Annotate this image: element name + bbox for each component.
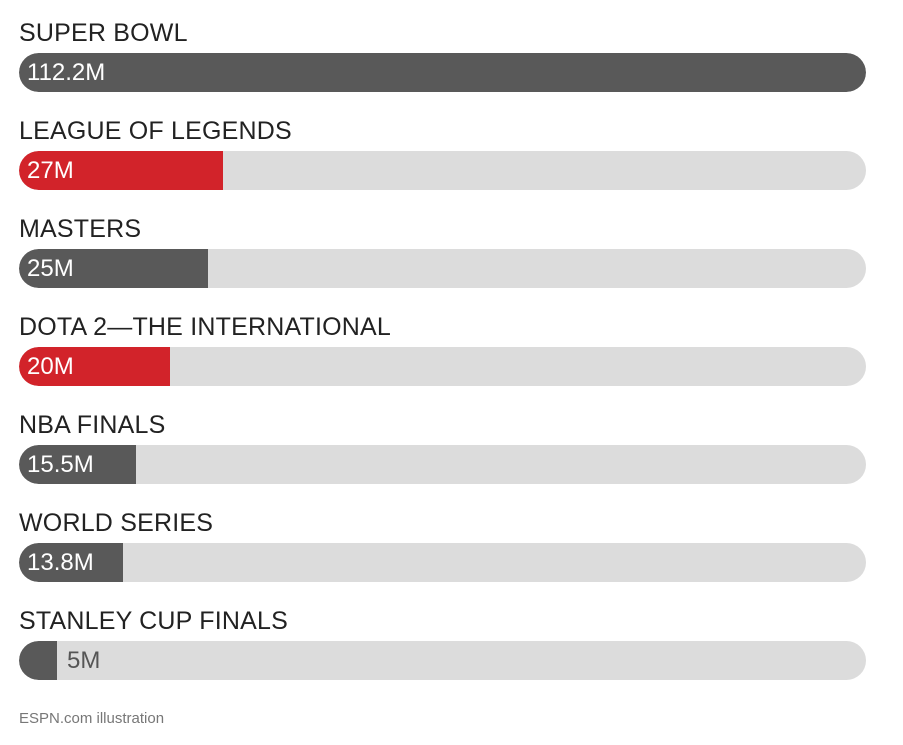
value-label: 20M xyxy=(27,353,74,380)
bar-row: STANLEY CUP FINALS 5M xyxy=(19,606,866,704)
bar-row: SUPER BOWL 112.2M xyxy=(19,18,866,116)
category-label: SUPER BOWL xyxy=(19,19,188,47)
value-label: 13.8M xyxy=(27,549,94,576)
value-label: 25M xyxy=(27,255,74,282)
bar-row: DOTA 2—THE INTERNATIONAL 20M xyxy=(19,312,866,410)
bar-track: 5M xyxy=(19,641,866,680)
bar-track: 25M xyxy=(19,249,866,288)
bar-track: 13.8M xyxy=(19,543,866,582)
category-label: WORLD SERIES xyxy=(19,509,214,537)
value-label: 27M xyxy=(27,157,74,184)
bar-fill xyxy=(19,249,208,288)
category-label: MASTERS xyxy=(19,215,142,243)
category-label: LEAGUE OF LEGENDS xyxy=(19,117,292,145)
bar-row: MASTERS 25M xyxy=(19,214,866,312)
bar-track: 27M xyxy=(19,151,866,190)
bar-track: 15.5M xyxy=(19,445,866,484)
credit-text: ESPN.com illustration xyxy=(19,710,165,727)
value-label: 15.5M xyxy=(27,451,94,478)
bar-fill xyxy=(19,445,136,484)
bar-track: 112.2M xyxy=(19,53,866,92)
bar-track: 20M xyxy=(19,347,866,386)
category-label: NBA FINALS xyxy=(19,411,166,439)
bar-fill xyxy=(19,543,123,582)
bar-fill xyxy=(19,53,866,92)
bar-chart: SUPER BOWL 112.2M LEAGUE OF LEGENDS 27M MAST… xyxy=(19,18,866,704)
bar-row: WORLD SERIES 13.8M xyxy=(19,508,866,606)
bar-row: NBA FINALS 15.5M xyxy=(19,410,866,508)
bar-row: LEAGUE OF LEGENDS 27M xyxy=(19,116,866,214)
bar-fill xyxy=(19,151,223,190)
value-label: 5M xyxy=(67,647,101,674)
bar-fill xyxy=(19,347,170,386)
value-label: 112.2M xyxy=(27,59,106,86)
category-label: DOTA 2—THE INTERNATIONAL xyxy=(19,313,391,341)
category-label: STANLEY CUP FINALS xyxy=(19,607,288,635)
bar-fill xyxy=(19,641,57,680)
